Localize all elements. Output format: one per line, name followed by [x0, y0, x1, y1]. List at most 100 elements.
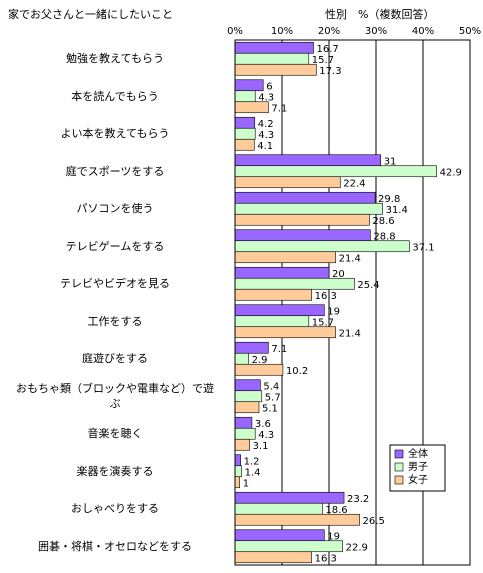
value-label: 5.4 [263, 381, 279, 392]
category-label: 庭でスポーツをする [65, 164, 165, 178]
value-label: 31.4 [386, 205, 408, 216]
x-tick-label: 0% [227, 26, 243, 37]
value-label: 17.3 [319, 66, 341, 77]
bar [234, 191, 376, 204]
chart-subtitle: 性別 %（複数回答） [325, 8, 435, 21]
value-label: 3.6 [255, 419, 271, 430]
bar [234, 101, 269, 114]
bar [234, 540, 343, 553]
value-label: 31 [384, 156, 397, 167]
category-label: パソコンを使う [76, 202, 154, 216]
category-label: 本を読んでもらう [71, 89, 159, 103]
legend-label: 男子 [408, 461, 428, 473]
value-label: 1 [243, 478, 249, 489]
value-label: 20 [332, 269, 345, 280]
value-label: 4.3 [258, 92, 274, 103]
bar [234, 427, 256, 440]
value-label: 4.3 [258, 430, 274, 441]
bar [234, 79, 264, 92]
bar [234, 277, 355, 290]
legend-swatch [394, 449, 404, 459]
category-label: よい本を教えてもらう [60, 127, 170, 141]
bar [234, 502, 323, 515]
x-tick-label: 30% [365, 26, 387, 37]
bar [234, 551, 312, 564]
bar [234, 315, 310, 328]
bar [234, 165, 437, 178]
value-label: 26.5 [363, 516, 385, 527]
bar [234, 116, 256, 129]
value-label: 19 [327, 306, 340, 317]
category-label: 楽器を演奏する [76, 464, 154, 478]
bar [234, 266, 330, 279]
value-label: 7.1 [271, 344, 287, 355]
value-label: 28.6 [372, 216, 394, 227]
chart-title: 家でお父さんと一緒にしたいこと [8, 8, 173, 21]
x-tick-label: 20% [318, 26, 340, 37]
bar [234, 138, 255, 151]
category-label: テレビゲームをする [65, 239, 165, 253]
bar [234, 127, 256, 140]
bar [234, 41, 314, 54]
value-label: 28.8 [373, 231, 395, 242]
category-label: 囲碁・将棋・オセロなどをする [38, 539, 192, 553]
bar [234, 52, 310, 65]
bar [234, 465, 242, 478]
category-label: 勉強を教えてもらう [66, 52, 164, 66]
bar [234, 379, 261, 392]
value-label: 16.3 [315, 291, 337, 302]
bar [234, 454, 241, 467]
bar [234, 213, 370, 226]
value-label: 19 [327, 531, 340, 542]
x-tick-label: 50% [459, 26, 481, 37]
value-label: 29.8 [378, 194, 400, 205]
value-label: 1.2 [244, 456, 260, 467]
category-label: 庭遊びをする [82, 352, 148, 366]
category-label: おもちゃ類（ブロックや電車など）で遊ぶ [16, 382, 214, 411]
bar [234, 63, 317, 76]
bar [234, 176, 341, 189]
value-label: 21.4 [339, 328, 361, 339]
value-label: 6 [266, 81, 272, 92]
bar [234, 304, 325, 317]
value-label: 2.9 [252, 355, 268, 366]
value-label: 10.2 [286, 366, 308, 377]
category-label: 工作をする [87, 314, 143, 328]
legend-label: 女子 [408, 473, 428, 486]
value-label: 15.7 [312, 55, 334, 66]
value-label: 7.1 [271, 103, 287, 114]
bar [234, 476, 240, 489]
value-label: 5.1 [262, 403, 278, 414]
legend-label: 全体 [408, 447, 428, 460]
bar [234, 154, 381, 167]
bar [234, 390, 263, 403]
value-label: 1.4 [245, 467, 261, 478]
value-label: 4.3 [258, 130, 274, 141]
bar [234, 401, 260, 414]
bar [234, 288, 312, 301]
bar [234, 251, 336, 264]
value-label: 15.7 [312, 317, 334, 328]
bar [234, 341, 269, 354]
value-label: 22.4 [343, 178, 365, 189]
value-label: 4.2 [258, 119, 274, 130]
value-label: 18.6 [325, 505, 347, 516]
value-label: 25.4 [357, 280, 379, 291]
bar [234, 326, 336, 339]
value-label: 23.2 [347, 494, 369, 505]
bar [234, 90, 256, 103]
x-tick-label: 10% [271, 26, 293, 37]
value-label: 21.4 [339, 253, 361, 264]
category-label: テレビやビデオを見る [60, 277, 170, 291]
plot-frame [234, 39, 471, 566]
value-label: 22.9 [346, 542, 368, 553]
bar [234, 513, 360, 526]
value-label: 37.1 [412, 242, 434, 253]
bar [234, 438, 250, 451]
value-label: 16.7 [316, 44, 338, 55]
bar [234, 491, 345, 504]
value-label: 4.1 [257, 141, 273, 152]
value-label: 3.1 [253, 441, 269, 452]
